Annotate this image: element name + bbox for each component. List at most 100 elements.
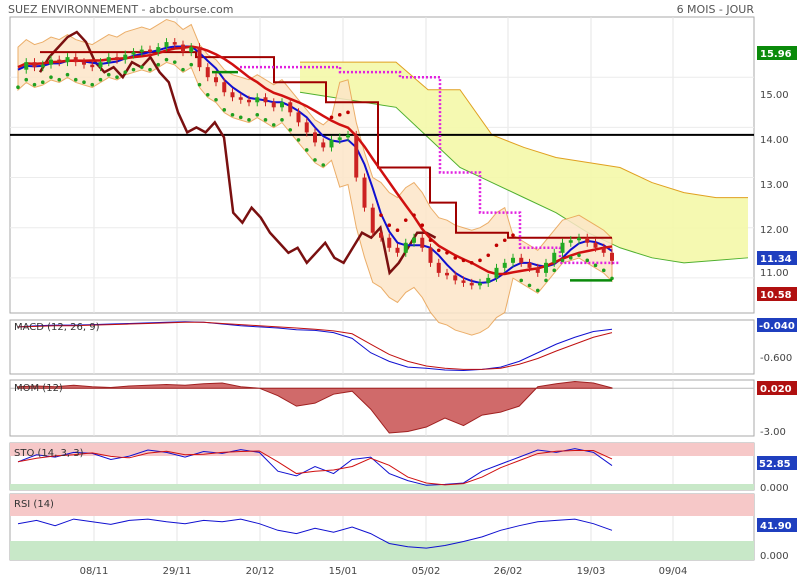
- candle-body: [288, 102, 293, 113]
- x-tick-label: 08/11: [80, 566, 109, 577]
- sar-dot: [412, 213, 416, 217]
- ichimoku-span-a: [300, 61, 748, 199]
- candle-body: [445, 272, 449, 276]
- x-tick-label: 15/01: [329, 566, 358, 577]
- candle-body: [139, 49, 144, 53]
- candle-body: [387, 237, 392, 248]
- candle-body: [494, 267, 499, 278]
- macd-signal-line: [17, 321, 613, 370]
- sar-dot: [156, 62, 161, 67]
- candle-body: [255, 97, 260, 103]
- candle-body: [172, 42, 177, 45]
- chart-period: 6 MOIS - JOUR: [677, 3, 755, 16]
- price-top-badge-label: 15.96: [760, 49, 792, 60]
- candle-body: [271, 102, 276, 108]
- sar-dot: [123, 70, 128, 74]
- y-tick-label: 12.00: [760, 225, 789, 236]
- candle-body: [205, 67, 210, 78]
- sar-dot: [552, 268, 557, 273]
- sar-dot: [511, 233, 515, 238]
- candle-body: [544, 262, 548, 273]
- macd-title: MACD (12, 26, 9): [14, 322, 100, 333]
- sar-dot: [337, 113, 342, 117]
- stochastic-title: STO (14, 3, 3): [14, 448, 84, 459]
- candle-body: [362, 177, 367, 208]
- y-tick-label: 11.00: [760, 268, 789, 279]
- sar-dot: [288, 128, 293, 132]
- candle-body: [469, 282, 474, 286]
- stochastic-oversold-band: [10, 484, 754, 490]
- sar-dot: [519, 278, 524, 283]
- sar-dot: [73, 77, 78, 82]
- candle-body: [197, 47, 202, 68]
- candle-body: [98, 62, 103, 68]
- momentum-title: MOM (12): [14, 383, 63, 394]
- candle-body: [24, 62, 29, 70]
- sar-dot: [321, 163, 326, 167]
- candle-body: [313, 132, 317, 143]
- stochastic-d-line: [17, 450, 613, 486]
- sar-dot: [90, 82, 95, 87]
- sar-dot: [494, 243, 499, 248]
- sar-dot: [527, 283, 532, 288]
- sar-dot: [148, 67, 152, 72]
- sar-dot: [486, 253, 491, 258]
- sar-dot: [164, 57, 169, 62]
- momentum-area: [17, 380, 613, 434]
- candle-body: [601, 247, 606, 253]
- candle-body: [115, 57, 119, 60]
- candle-body: [238, 97, 243, 100]
- sar-dot: [271, 123, 276, 127]
- candle-body: [370, 207, 375, 233]
- sar-dot: [24, 77, 29, 82]
- x-tick-label: 05/02: [412, 566, 441, 577]
- candle-body: [552, 252, 557, 263]
- candle-body: [329, 139, 334, 148]
- sar-dot: [82, 80, 86, 85]
- sar-dot: [478, 258, 482, 263]
- candle-body: [304, 122, 309, 133]
- price-top-badge: [757, 46, 797, 60]
- candle-body: [354, 134, 359, 178]
- sar-dot: [98, 77, 103, 82]
- x-axis-labels: 08/11 29/11 20/12 15/01 05/02 26/02 19/03 09/04: [80, 566, 688, 577]
- sar-dot: [65, 72, 70, 77]
- x-tick-label: 29/11: [163, 566, 192, 577]
- candle-body: [395, 247, 400, 253]
- candle-body: [214, 77, 218, 83]
- sar-dot: [181, 67, 185, 72]
- candle-body: [57, 59, 62, 63]
- candle-body: [82, 62, 86, 65]
- candle-body: [40, 64, 45, 68]
- sar-dot: [601, 268, 606, 273]
- x-tick-label: 20/12: [246, 566, 275, 577]
- chart-title: SUEZ ENVIRONNEMENT - abcbourse.com: [8, 3, 234, 16]
- rsi-overbought-band: [10, 494, 754, 516]
- rsi-value: 41.90: [760, 521, 792, 532]
- sar-dot: [568, 256, 573, 260]
- sar-dot: [106, 72, 111, 77]
- candle-body: [156, 47, 161, 53]
- sar-dot: [445, 250, 449, 255]
- sar-dot: [436, 248, 441, 253]
- candle-body: [49, 59, 53, 65]
- candle-body: [247, 99, 251, 103]
- sar-dot: [214, 97, 218, 102]
- sar-dot: [255, 113, 260, 117]
- candle-body: [73, 57, 78, 63]
- candle-body: [189, 47, 194, 53]
- stochastic-value-badge: [757, 456, 797, 470]
- sar-dot: [313, 158, 317, 162]
- ichimoku-cloud: [300, 62, 748, 263]
- y-tick-label: 13.00: [760, 180, 789, 191]
- sar-dot: [544, 278, 548, 283]
- candle-body: [593, 242, 598, 248]
- rsi-tick: 0.000: [760, 551, 789, 562]
- candle-body: [527, 262, 532, 268]
- x-tick-label: 26/02: [494, 566, 523, 577]
- sar-dot: [395, 228, 400, 233]
- sar-dot: [593, 263, 598, 268]
- candle-body: [585, 237, 590, 243]
- y-tick-label: 15.00: [760, 90, 789, 101]
- candle-body: [32, 62, 37, 68]
